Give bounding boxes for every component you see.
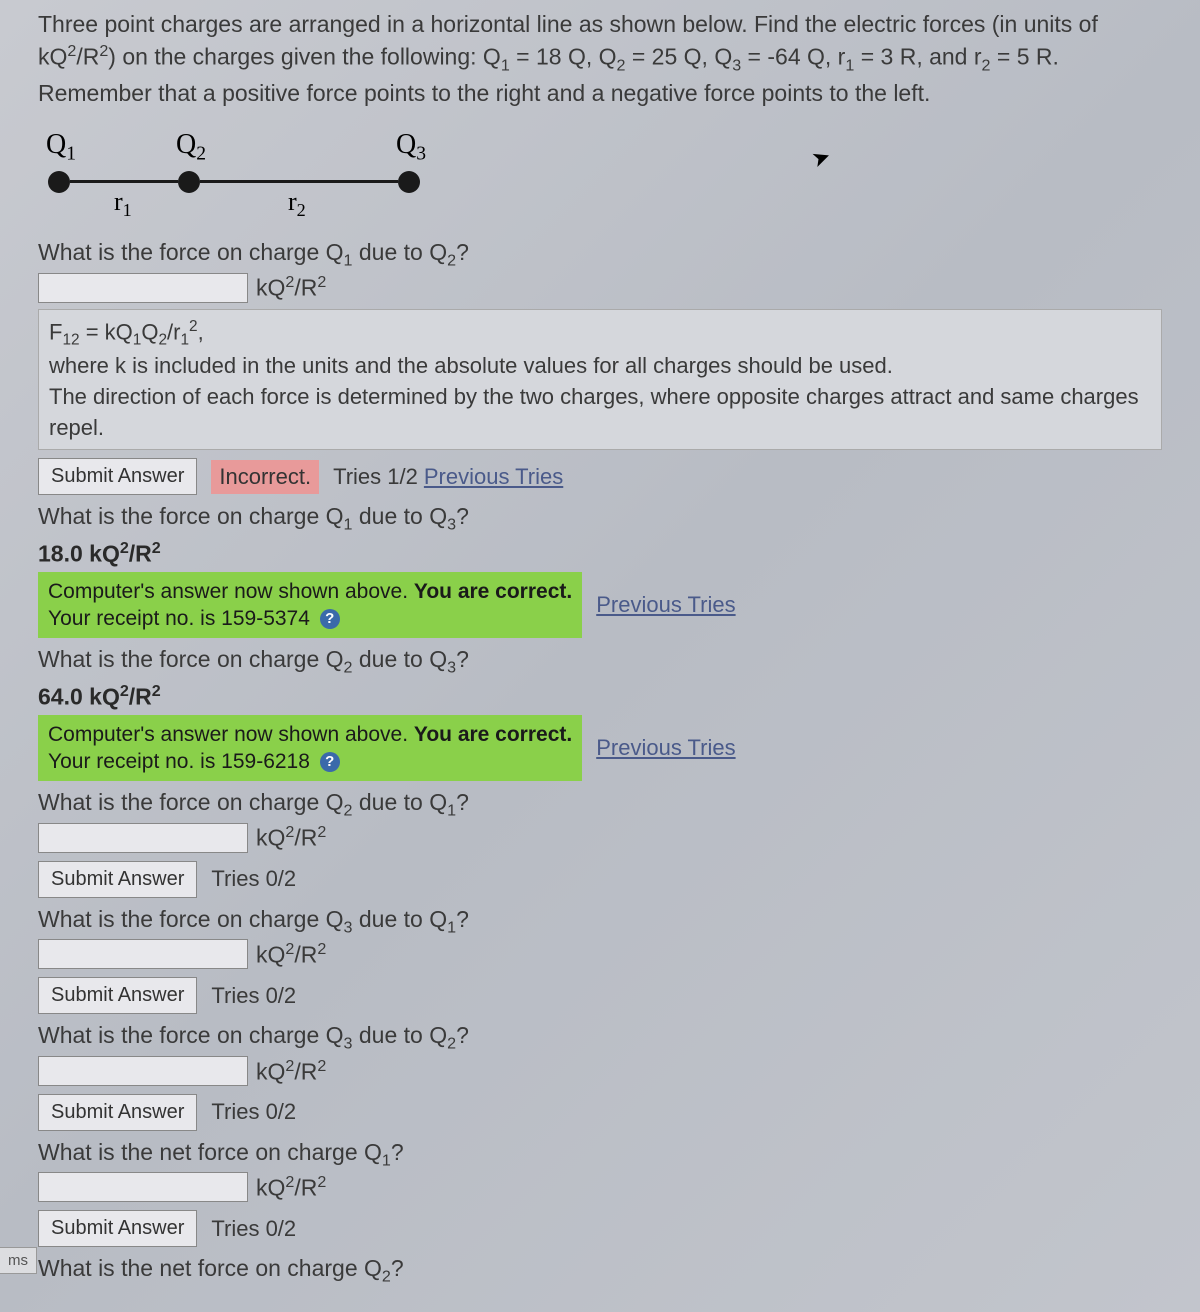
q1-prompt: What is the force on charge Q1 due to Q2… bbox=[38, 239, 1162, 271]
q2-dot bbox=[178, 171, 200, 193]
q4-unit: kQ2/R2 bbox=[256, 823, 326, 852]
help-icon[interactable]: ? bbox=[320, 609, 340, 629]
q5-input[interactable] bbox=[38, 939, 248, 969]
q1-label: Q1 bbox=[46, 129, 76, 166]
q7-input[interactable] bbox=[38, 1172, 248, 1202]
q1-unit: kQ2/R2 bbox=[256, 273, 326, 302]
q4-prompt: What is the force on charge Q2 due to Q1… bbox=[38, 789, 1162, 821]
q6-unit: kQ2/R2 bbox=[256, 1057, 326, 1086]
q2-prev-tries-link[interactable]: Previous Tries bbox=[596, 592, 735, 618]
q1-incorrect-badge: Incorrect. bbox=[211, 460, 319, 494]
q1-tries: Tries 1/2 bbox=[333, 464, 418, 490]
problem-statement: Three point charges are arranged in a ho… bbox=[38, 8, 1162, 109]
q5-unit: kQ2/R2 bbox=[256, 940, 326, 969]
line-r2 bbox=[200, 180, 398, 183]
q1-input[interactable] bbox=[38, 273, 248, 303]
q1-dot bbox=[48, 171, 70, 193]
line-r1 bbox=[70, 180, 178, 183]
r1-label: r1 bbox=[114, 187, 132, 221]
q4-input[interactable] bbox=[38, 823, 248, 853]
q7-submit-button[interactable]: Submit Answer bbox=[38, 1210, 197, 1247]
charge-diagram: Q1 Q2 Q3 r1 r2 bbox=[38, 129, 478, 219]
q6-prompt: What is the force on charge Q3 due to Q2… bbox=[38, 1022, 1162, 1054]
q6-input[interactable] bbox=[38, 1056, 248, 1086]
q5-submit-button[interactable]: Submit Answer bbox=[38, 977, 197, 1014]
q3-correct-box: Computer's answer now shown above. You a… bbox=[38, 715, 582, 782]
q7-unit: kQ2/R2 bbox=[256, 1173, 326, 1202]
q3-label: Q3 bbox=[396, 129, 426, 166]
q5-tries: Tries 0/2 bbox=[211, 983, 296, 1009]
q4-submit-button[interactable]: Submit Answer bbox=[38, 861, 197, 898]
q2-answer: 18.0 kQ2/R2 bbox=[38, 539, 1162, 568]
q2-correct-box: Computer's answer now shown above. You a… bbox=[38, 572, 582, 639]
q6-submit-button[interactable]: Submit Answer bbox=[38, 1094, 197, 1131]
q3-prompt: What is the force on charge Q2 due to Q3… bbox=[38, 646, 1162, 678]
q4-tries: Tries 0/2 bbox=[211, 866, 296, 892]
q5-prompt: What is the force on charge Q3 due to Q1… bbox=[38, 906, 1162, 938]
q3-prev-tries-link[interactable]: Previous Tries bbox=[596, 735, 735, 761]
q8-prompt: What is the net force on charge Q2? bbox=[38, 1255, 1162, 1287]
q1-prev-tries-link[interactable]: Previous Tries bbox=[424, 464, 563, 490]
q2-label: Q2 bbox=[176, 129, 206, 166]
ms-tab[interactable]: ms bbox=[0, 1247, 37, 1274]
help-icon[interactable]: ? bbox=[320, 752, 340, 772]
q1-hint: F12 = kQ1Q2/r12,where k is included in t… bbox=[38, 309, 1162, 451]
q7-tries: Tries 0/2 bbox=[211, 1216, 296, 1242]
q6-tries: Tries 0/2 bbox=[211, 1099, 296, 1125]
q7-prompt: What is the net force on charge Q1? bbox=[38, 1139, 1162, 1171]
q1-submit-button[interactable]: Submit Answer bbox=[38, 458, 197, 495]
q3-answer: 64.0 kQ2/R2 bbox=[38, 682, 1162, 711]
q3-dot bbox=[398, 171, 420, 193]
q2-prompt: What is the force on charge Q1 due to Q3… bbox=[38, 503, 1162, 535]
r2-label: r2 bbox=[288, 187, 306, 221]
